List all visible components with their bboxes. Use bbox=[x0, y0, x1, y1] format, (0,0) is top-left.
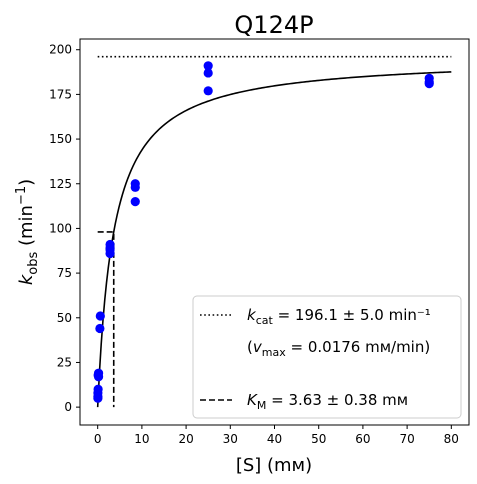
y-tick-label: 50 bbox=[57, 311, 72, 325]
km-line bbox=[97, 231, 115, 408]
data-point bbox=[93, 384, 103, 394]
data-point bbox=[130, 179, 140, 189]
y-ticks: 0 25 50 75 100 125 150 175 200 bbox=[49, 43, 80, 414]
y-tick-label: 125 bbox=[49, 177, 72, 191]
legend-box bbox=[192, 295, 462, 419]
curves bbox=[96, 55, 452, 408]
legend: kcat = 196.1 ± 5.0 min⁻¹ (vmax = 0.0176 … bbox=[192, 295, 462, 419]
y-tick-label: 75 bbox=[57, 266, 72, 280]
fit-curve bbox=[96, 71, 452, 408]
data-point bbox=[95, 323, 105, 334]
legend-vmax-label: (vmax = 0.0176 mм/min) bbox=[247, 338, 430, 359]
x-ticks: 0 10 20 30 40 50 60 70 80 bbox=[94, 425, 459, 446]
legend-kcat-label: kcat = 196.1 ± 5.0 min⁻¹ bbox=[247, 306, 431, 327]
x-tick-label: 0 bbox=[94, 432, 102, 446]
x-tick-label: 50 bbox=[311, 432, 326, 446]
x-tick-label: 70 bbox=[399, 432, 414, 446]
y-tick-label: 175 bbox=[49, 87, 72, 101]
x-tick-label: 10 bbox=[134, 432, 149, 446]
legend-km-label: KM = 3.63 ± 0.38 mм bbox=[247, 391, 408, 412]
y-tick-label: 200 bbox=[49, 43, 72, 57]
data-point bbox=[105, 239, 115, 250]
data-point bbox=[424, 73, 434, 83]
x-axis-label: [S] (mм) bbox=[236, 455, 312, 476]
x-tick-label: 30 bbox=[223, 432, 238, 446]
data-point bbox=[203, 61, 213, 71]
y-tick-label: 150 bbox=[49, 132, 72, 146]
data-point bbox=[93, 368, 104, 378]
x-tick-label: 20 bbox=[178, 432, 193, 446]
x-tick-label: 80 bbox=[444, 432, 459, 446]
x-tick-label: 40 bbox=[267, 432, 282, 446]
y-tick-label: 25 bbox=[57, 355, 72, 369]
y-tick-label: 0 bbox=[64, 400, 72, 414]
x-tick-label: 60 bbox=[355, 432, 370, 446]
y-axis-label: kobs (min−1) bbox=[14, 179, 41, 285]
data-point bbox=[130, 197, 140, 207]
data-point bbox=[203, 86, 213, 96]
data-point bbox=[95, 311, 105, 321]
chart-title: Q124P bbox=[234, 11, 313, 39]
data-point bbox=[203, 68, 213, 78]
y-tick-label: 100 bbox=[49, 221, 72, 235]
data-points bbox=[93, 61, 434, 403]
